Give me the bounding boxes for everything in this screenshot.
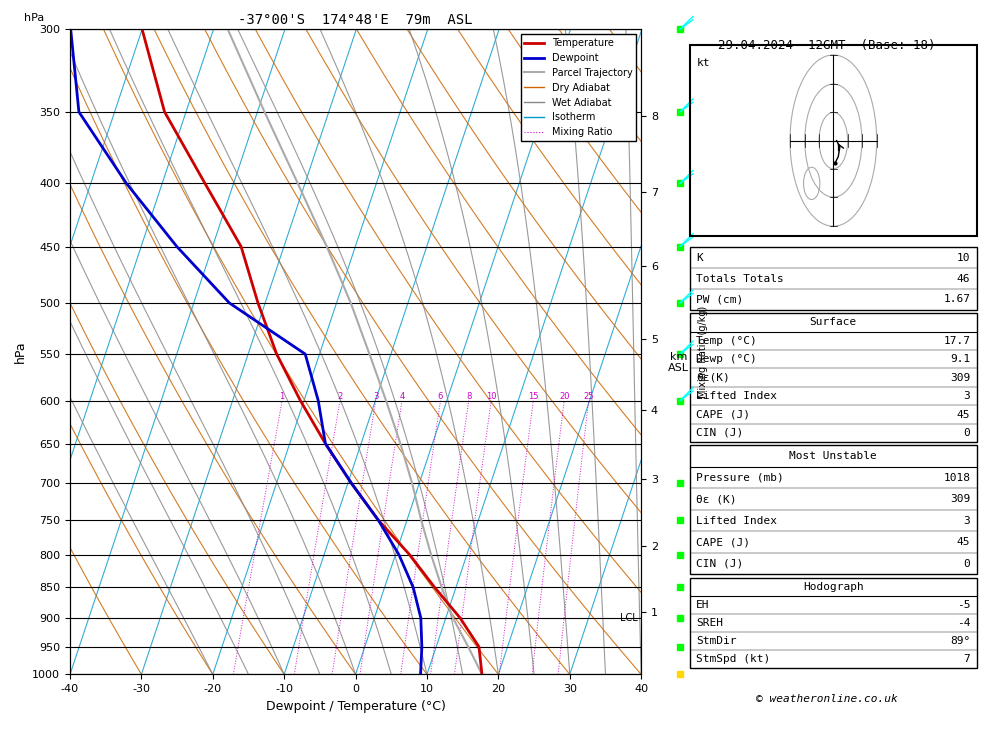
- Text: EH: EH: [696, 600, 710, 610]
- Text: © weatheronline.co.uk: © weatheronline.co.uk: [756, 693, 898, 704]
- Text: 1: 1: [280, 391, 285, 401]
- Text: 1018: 1018: [943, 473, 970, 482]
- Legend: Temperature, Dewpoint, Parcel Trajectory, Dry Adiabat, Wet Adiabat, Isotherm, Mi: Temperature, Dewpoint, Parcel Trajectory…: [521, 34, 636, 141]
- Text: 0: 0: [964, 428, 970, 438]
- Text: 20: 20: [559, 391, 569, 401]
- Text: 309: 309: [950, 494, 970, 504]
- Text: 25: 25: [583, 391, 594, 401]
- Text: 7: 7: [964, 654, 970, 664]
- Text: CIN (J): CIN (J): [696, 428, 744, 438]
- Text: Surface: Surface: [810, 317, 857, 328]
- Text: Dewp (°C): Dewp (°C): [696, 354, 757, 364]
- Text: CIN (J): CIN (J): [696, 559, 744, 569]
- Text: 10: 10: [957, 253, 970, 262]
- Text: Pressure (mb): Pressure (mb): [696, 473, 784, 482]
- Bar: [690, 247, 977, 310]
- Bar: [690, 578, 977, 668]
- Text: Lifted Index: Lifted Index: [696, 515, 777, 526]
- Text: Temp (°C): Temp (°C): [696, 336, 757, 346]
- Text: 15: 15: [528, 391, 539, 401]
- Text: θε(K): θε(K): [696, 372, 730, 383]
- Text: -4: -4: [957, 618, 970, 627]
- Text: 29.04.2024  12GMT  (Base: 18): 29.04.2024 12GMT (Base: 18): [718, 39, 936, 52]
- Text: K: K: [696, 253, 703, 262]
- Y-axis label: hPa: hPa: [14, 341, 27, 363]
- Y-axis label: km
ASL: km ASL: [668, 352, 689, 373]
- X-axis label: Dewpoint / Temperature (°C): Dewpoint / Temperature (°C): [266, 699, 446, 712]
- Text: Lifted Index: Lifted Index: [696, 391, 777, 401]
- Bar: [690, 446, 977, 575]
- Text: 4: 4: [399, 391, 405, 401]
- Text: 3: 3: [373, 391, 378, 401]
- Text: 6: 6: [438, 391, 443, 401]
- Text: Mixing Ratio (g/kg): Mixing Ratio (g/kg): [698, 306, 708, 398]
- Text: Totals Totals: Totals Totals: [696, 273, 784, 284]
- Text: 9.1: 9.1: [950, 354, 970, 364]
- Text: θε (K): θε (K): [696, 494, 737, 504]
- Text: 89°: 89°: [950, 636, 970, 646]
- Text: -5: -5: [957, 600, 970, 610]
- Bar: [690, 313, 977, 442]
- Text: SREH: SREH: [696, 618, 723, 627]
- Text: 17.7: 17.7: [943, 336, 970, 346]
- Text: 46: 46: [957, 273, 970, 284]
- Text: Hodograph: Hodograph: [803, 581, 864, 592]
- Title: -37°00'S  174°48'E  79m  ASL: -37°00'S 174°48'E 79m ASL: [238, 12, 473, 27]
- Text: CAPE (J): CAPE (J): [696, 537, 750, 547]
- Text: StmSpd (kt): StmSpd (kt): [696, 654, 771, 664]
- Text: hPa: hPa: [24, 13, 45, 23]
- Text: 0: 0: [964, 559, 970, 569]
- Text: 3: 3: [964, 515, 970, 526]
- Text: 2: 2: [337, 391, 343, 401]
- Text: PW (cm): PW (cm): [696, 295, 744, 304]
- Text: 45: 45: [957, 410, 970, 419]
- Text: 3: 3: [964, 391, 970, 401]
- Text: 309: 309: [950, 372, 970, 383]
- Text: 10: 10: [486, 391, 496, 401]
- Text: CAPE (J): CAPE (J): [696, 410, 750, 419]
- Text: 45: 45: [957, 537, 970, 547]
- Text: LCL: LCL: [620, 613, 638, 623]
- Text: kt: kt: [696, 59, 710, 68]
- Text: 1.67: 1.67: [943, 295, 970, 304]
- Text: Most Unstable: Most Unstable: [789, 451, 877, 461]
- Bar: [690, 45, 977, 236]
- Text: 8: 8: [466, 391, 471, 401]
- Text: StmDir: StmDir: [696, 636, 737, 646]
